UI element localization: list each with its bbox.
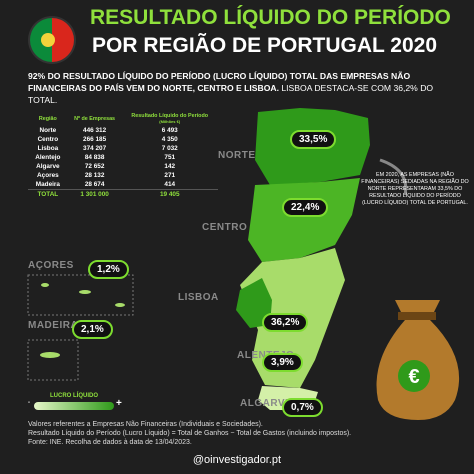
cell: 1 301 000 xyxy=(67,189,122,199)
region-share: 22,4% xyxy=(282,198,329,217)
annotation: EM 2020, AS EMPRESAS (NÃO FINANCEIRAS) S… xyxy=(361,172,469,206)
money-bag xyxy=(376,300,460,420)
cell: 19 405 xyxy=(121,189,218,199)
cell: 142 xyxy=(164,163,176,170)
cell: Madeira xyxy=(35,181,60,188)
region-share: 2,1% xyxy=(72,320,113,339)
legend-plus: + xyxy=(116,398,122,409)
madeira-box xyxy=(27,339,79,381)
euro-badge xyxy=(398,360,430,392)
cell: 28 674 xyxy=(84,181,105,188)
flag-emblem xyxy=(41,33,55,47)
region-share: 36,2% xyxy=(262,313,309,332)
island xyxy=(41,283,49,287)
region-name: AÇORES xyxy=(28,260,74,271)
cell: Norte xyxy=(39,127,57,134)
title: RESULTADO LÍQUIDO DO PERÍODO xyxy=(90,6,451,29)
flag-red xyxy=(52,18,74,62)
table-row: Alentejo 84 838 751 xyxy=(28,153,218,162)
island xyxy=(40,352,60,358)
table-row: Algarve 72 652 142 xyxy=(28,162,218,171)
island xyxy=(79,290,91,294)
cell: 84 838 xyxy=(84,154,105,161)
cell: 271 xyxy=(164,172,176,179)
note: Fonte: INE. Recolha de dados à data de 1… xyxy=(28,439,192,446)
cell: TOTAL xyxy=(28,189,68,199)
table-row: TOTAL 1 301 000 19 405 xyxy=(28,189,218,199)
cell: Alentejo xyxy=(35,154,61,161)
cell: 751 xyxy=(164,154,176,161)
cell: 414 xyxy=(164,181,176,188)
table-row: Lisboa 374 207 7 032 xyxy=(28,144,218,153)
table: Região Nº de Empresas Resultado Líquido … xyxy=(28,112,218,199)
euro-sign: € xyxy=(408,366,419,388)
th-unit: (Milhões €) xyxy=(159,119,181,124)
th: Região xyxy=(38,116,57,122)
region-share: 1,2% xyxy=(88,260,129,279)
legend-minus: - xyxy=(28,400,30,406)
cell: 446 312 xyxy=(83,127,107,134)
intro: 92% DO RESULTADO LÍQUIDO DO PERÍODO (LUC… xyxy=(28,70,448,106)
note: Resultado Líquido do Período (Lucro Líqu… xyxy=(28,430,352,437)
cell: 266 185 xyxy=(83,136,107,143)
island xyxy=(115,303,125,307)
title: POR REGIÃO DE PORTUGAL 2020 xyxy=(92,34,438,57)
footer: Valores referentes a Empresas Não Financ… xyxy=(28,420,351,447)
region-name: CENTRO xyxy=(202,222,248,233)
table-row: Açores 28 132 271 xyxy=(28,171,218,180)
map-lisboa xyxy=(236,278,272,328)
th-text: Resultado Líquido do Período xyxy=(131,113,209,119)
note: Valores referentes a Empresas Não Financ… xyxy=(28,421,263,428)
table-row: Norte 446 312 6 493 xyxy=(28,126,218,135)
cell: 72 652 xyxy=(84,163,105,170)
region-share: 33,5% xyxy=(290,130,337,149)
cell: 4 350 xyxy=(161,136,178,143)
cell: 374 207 xyxy=(83,145,107,152)
th: Nº de Empresas xyxy=(74,116,116,122)
region-share: 0,7% xyxy=(282,398,323,417)
intro-highlight: LISBOA DESTACA-SE COM 36,2% DO TOTAL. xyxy=(28,83,434,105)
cell: 7 032 xyxy=(161,145,178,152)
map-centro xyxy=(248,178,360,262)
region-name: MADEIRA xyxy=(28,320,79,331)
region-share: 3,9% xyxy=(262,353,303,372)
legend-label: LUCRO LÍQUIDO xyxy=(50,393,98,399)
th: Resultado Líquido do Período (Milhões €) xyxy=(121,112,218,126)
intro-main: 92% DO RESULTADO LÍQUIDO DO PERÍODO (LUC… xyxy=(28,71,411,93)
cell: 6 493 xyxy=(161,127,178,134)
table-row: Madeira 28 674 414 xyxy=(28,180,218,190)
region-name: LISBOA xyxy=(178,292,219,303)
region-name: ALGARVE xyxy=(240,398,293,409)
region-name: NORTE xyxy=(218,150,256,161)
bag-tie xyxy=(398,312,436,320)
cell: Centro xyxy=(37,136,59,143)
cell: Lisboa xyxy=(37,145,59,152)
cell: Algarve xyxy=(36,163,60,170)
legend-gradient xyxy=(34,402,114,410)
acores-box xyxy=(27,274,134,316)
table-row: Centro 266 185 4 350 xyxy=(28,135,218,144)
cell: 28 132 xyxy=(84,172,105,179)
arrow xyxy=(379,158,408,196)
handle: @oinvestigador.pt xyxy=(192,454,282,466)
cell: Açores xyxy=(37,172,59,179)
